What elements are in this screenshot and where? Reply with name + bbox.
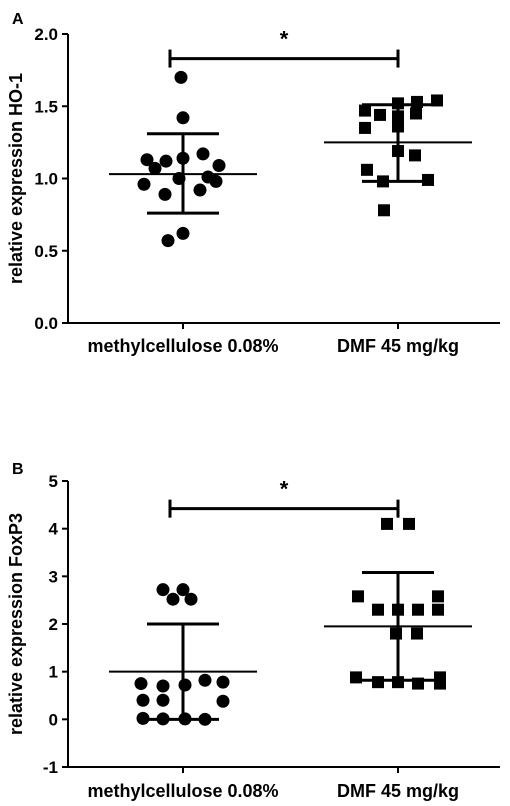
- panel-a-y-tick-label: 1.0: [34, 170, 58, 189]
- panel-a-category-label: DMF 45 mg/kg: [337, 336, 459, 356]
- panel-b-dmf-point: [432, 590, 444, 603]
- panel-a-control-point: [196, 147, 210, 161]
- panel-a-dmf-point: [378, 204, 390, 217]
- panel-a-y-tick-label: 0.0: [34, 314, 58, 333]
- panel-a-y-tick-label: 0.5: [34, 242, 58, 261]
- panel-a-control-point: [159, 154, 173, 168]
- panel-b-control-point: [156, 679, 170, 693]
- panel-a-control-point: [158, 187, 172, 201]
- panel-a-dmf-point: [359, 121, 371, 134]
- panel-b-control-point: [178, 678, 192, 692]
- panel-b-control-point: [136, 711, 150, 725]
- panel-b-y-tick-label: 2: [49, 615, 58, 634]
- panel-b-control-point: [134, 677, 148, 691]
- panel-b-dmf-point: [412, 603, 424, 616]
- panel-a-dmf-point: [392, 97, 404, 110]
- panel-b-dmf-point: [352, 590, 364, 603]
- panel-b-category-label: DMF 45 mg/kg: [337, 781, 459, 801]
- panel-b-dmf-point: [403, 517, 415, 530]
- panel-b-y-tick-label: 4: [49, 520, 59, 539]
- panel-b-control-point: [178, 712, 192, 726]
- panel-b-y-tick-label: 1: [49, 663, 58, 682]
- panel-b-y-tick-label: -1: [43, 758, 58, 777]
- panel-b-y-tick-label: 3: [49, 567, 58, 586]
- panel-b-dmf-point: [381, 517, 393, 530]
- panel-a-dmf-point: [410, 107, 422, 120]
- panel-b-dmf-point: [390, 627, 402, 640]
- panel-b-control-point: [216, 675, 230, 689]
- panel-b-dmf-point: [411, 627, 423, 640]
- panel-a-dmf-point: [392, 110, 404, 123]
- panel-b-control-point: [166, 592, 180, 606]
- panel-a-label: A: [12, 11, 24, 28]
- panel-a-control-point: [140, 153, 154, 167]
- panel-a-control-point: [176, 111, 190, 125]
- panel-a-control-point: [161, 234, 175, 248]
- panel-a-y-tick-label: 2.0: [34, 25, 58, 44]
- panel-a-dmf-point: [359, 104, 371, 117]
- panel-b-control-point: [198, 712, 212, 726]
- panel-b-category-label: methylcellulose 0.08%: [87, 781, 278, 801]
- panel-b-dmf-point: [350, 671, 362, 684]
- panel-a-control-point: [176, 151, 190, 165]
- panel-b-label: B: [12, 461, 24, 478]
- panel-a-control-point: [176, 226, 190, 240]
- panel-a-dmf-point: [392, 145, 404, 158]
- panel-a-y-axis-label: relative expression HO-1: [6, 73, 26, 284]
- panel-a-dmf-point: [409, 149, 421, 162]
- panel-b-control-point: [156, 693, 170, 707]
- panel-a-control-point: [172, 172, 186, 185]
- panel-a-dmf-point: [392, 120, 404, 133]
- panel-a-dmf-point: [374, 108, 386, 121]
- panel-b-dmf-point: [372, 676, 384, 689]
- panel-b-dmf-point: [392, 676, 404, 689]
- panel-a-dmf-point: [422, 173, 434, 186]
- panel-b-control-point: [156, 583, 170, 597]
- panel-b-control-point: [136, 693, 150, 707]
- panel-a-control-point: [209, 174, 223, 188]
- panel-b-y-axis-label: relative expression FoxP3: [6, 513, 26, 735]
- panel-b-dmf-point: [434, 677, 446, 690]
- panel-a-dmf-point: [431, 94, 443, 107]
- panel-a-category-label: methylcellulose 0.08%: [87, 336, 278, 356]
- panel-a-significance-star: *: [280, 27, 289, 52]
- panel-a-y-tick-label: 1.5: [34, 97, 58, 116]
- panel-b-y-tick-label: 0: [49, 710, 58, 729]
- panel-b-dmf-point: [412, 677, 424, 690]
- panel-b-dmf-point: [372, 603, 384, 616]
- panel-a-dmf-point: [411, 95, 423, 108]
- panel-b-control-point: [184, 592, 198, 606]
- panel-b-control-point: [198, 673, 212, 687]
- panel-a-control-point: [148, 161, 162, 175]
- panel-a-control-point: [174, 70, 188, 84]
- panel-a-control-point: [193, 183, 207, 197]
- panel-a-dmf-point: [361, 163, 373, 176]
- panel-b-y-tick-label: 5: [49, 472, 58, 491]
- panel-b-dmf-point: [432, 603, 444, 616]
- panel-b-control-point: [216, 694, 230, 708]
- panel-b-significance-star: *: [280, 477, 289, 502]
- panel-b-control-point: [176, 583, 190, 597]
- panel-a-control-point: [137, 177, 151, 191]
- panel-a-dmf-point: [377, 175, 389, 188]
- panel-b-control-point: [156, 712, 170, 726]
- panel-a-control-point: [212, 158, 226, 172]
- panel-b-dmf-point: [392, 603, 404, 616]
